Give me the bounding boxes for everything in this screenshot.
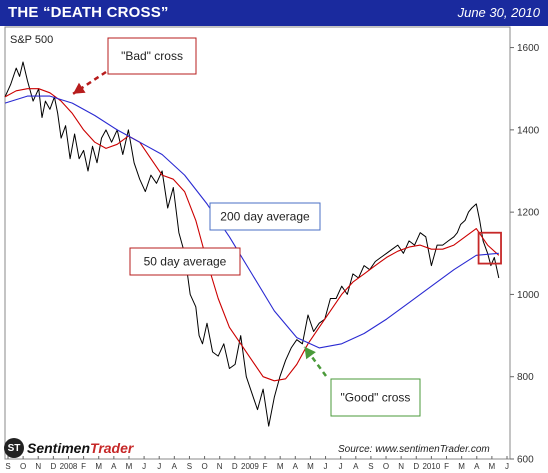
x-tick-label: S	[5, 462, 10, 471]
x-tick-label: A	[111, 462, 117, 471]
annotations: "Bad" cross "Good" cross 200 day average 50…	[72, 37, 421, 417]
series-line-ma200	[4, 95, 499, 349]
sentimentrader-logo: ST SentimenTrader	[4, 437, 133, 459]
x-tick-label: A	[293, 462, 299, 471]
annotation-arrowhead-bad	[73, 82, 86, 94]
annotation-text-bad: "Bad" cross	[121, 49, 183, 63]
x-axis: S O N D 2008 F M A M J J A S O N D 2009 F M A M J J A S O N D 2010 F M…	[5, 456, 509, 471]
x-tick-label: A	[474, 462, 480, 471]
annotation-arrow-bad	[72, 70, 107, 95]
x-tick-label: F	[444, 462, 449, 471]
x-tick-label: J	[505, 462, 509, 471]
y-axis: 600 800 1000 1200 1400 1600	[510, 43, 540, 466]
chart-title: THE “DEATH CROSS”	[8, 4, 169, 21]
x-tick-label: J	[157, 462, 161, 471]
x-tick-label: F	[263, 462, 268, 471]
y-tick-label: 600	[517, 455, 534, 466]
x-tick-label: M	[458, 462, 465, 471]
series-line-price	[4, 61, 500, 427]
x-tick-label: D	[232, 462, 238, 471]
x-tick-label: A	[353, 462, 359, 471]
x-tick-label: S	[368, 462, 373, 471]
y-tick-label: 1600	[517, 43, 540, 54]
annotation-box-bad	[107, 37, 197, 75]
series-lines	[4, 61, 500, 427]
x-tick-label: 2009	[241, 462, 259, 471]
series-line-ma50	[4, 88, 500, 382]
x-tick-label: S	[187, 462, 192, 471]
x-tick-label: 2010	[422, 462, 440, 471]
plot-area-border	[4, 26, 511, 460]
logo-text: SentimenTrader	[27, 440, 133, 456]
x-tick-label: O	[20, 462, 26, 471]
x-tick-label: J	[142, 462, 146, 471]
highlight-box	[477, 231, 502, 265]
y-tick-label: 800	[517, 372, 534, 383]
y-tick-label: 1200	[517, 208, 540, 219]
x-tick-label: N	[217, 462, 223, 471]
x-tick-label: F	[81, 462, 86, 471]
logo-text-prefix: Sentimen	[27, 440, 91, 456]
logo-mark-icon: ST	[4, 438, 24, 458]
recent-cross-highlight	[477, 231, 502, 265]
x-tick-label: M	[126, 462, 133, 471]
x-tick-label: M	[489, 462, 496, 471]
x-tick-label: J	[339, 462, 343, 471]
x-tick-label: J	[324, 462, 328, 471]
x-tick-label: O	[201, 462, 207, 471]
x-tick-label: 2008	[60, 462, 78, 471]
annotation-text-good: "Good" cross	[341, 391, 411, 405]
x-tick-label: M	[307, 462, 314, 471]
x-tick-label: A	[172, 462, 178, 471]
x-tick-label: M	[95, 462, 102, 471]
annotation-box-ma200	[209, 202, 321, 231]
annotation-text-ma50: 50 day average	[144, 255, 227, 269]
series-label-sp500: S&P 500	[10, 34, 53, 46]
x-tick-label: M	[277, 462, 284, 471]
annotation-arrowhead-good	[304, 346, 316, 360]
x-tick-label: N	[35, 462, 41, 471]
annotation-box-ma50	[129, 247, 241, 276]
source-credit: Source: www.sentimenTrader.com	[338, 444, 490, 455]
x-tick-label: D	[50, 462, 56, 471]
chart-date: June 30, 2010	[457, 5, 540, 20]
x-tick-label: N	[398, 462, 404, 471]
annotation-box-good	[330, 378, 421, 417]
annotation-text-ma200: 200 day average	[220, 210, 310, 224]
y-tick-label: 1000	[517, 290, 540, 301]
x-tick-label: O	[383, 462, 389, 471]
title-bar: THE “DEATH CROSS” June 30, 2010	[0, 0, 548, 26]
y-tick-label: 1400	[517, 125, 540, 136]
logo-text-accent: Trader	[90, 440, 134, 456]
x-tick-label: D	[413, 462, 419, 471]
